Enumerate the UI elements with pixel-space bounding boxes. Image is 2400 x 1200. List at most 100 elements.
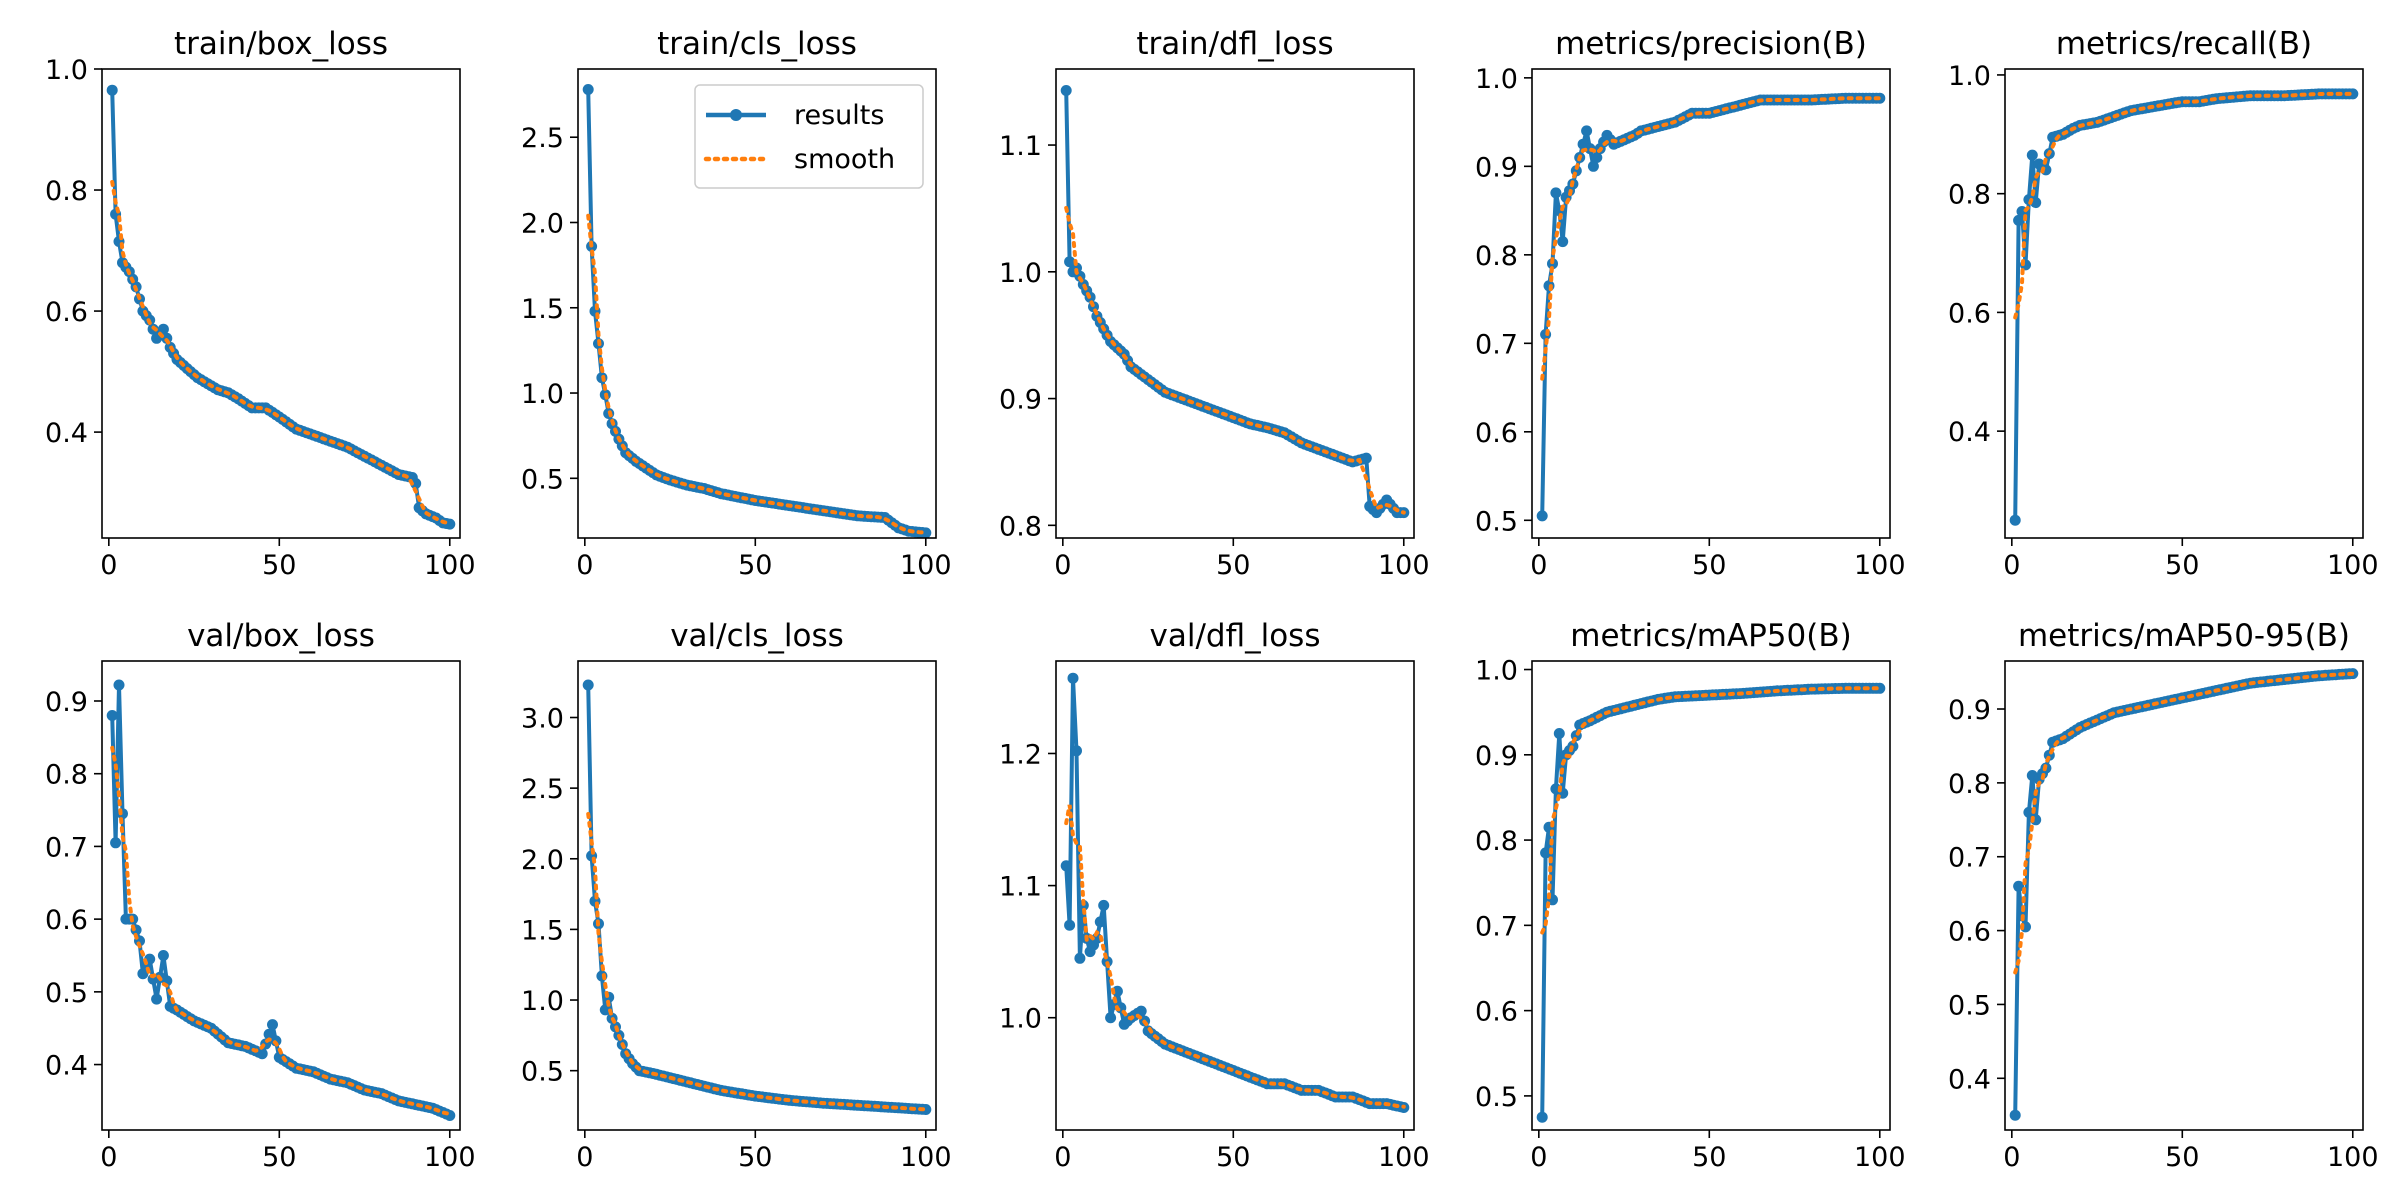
results-point — [2009, 514, 2021, 526]
y-tick-label: 1.0 — [999, 258, 1042, 289]
y-tick-label: 0.8 — [45, 760, 88, 791]
y-tick-label: 0.7 — [45, 832, 88, 863]
y-tick-label: 0.7 — [1948, 843, 1991, 874]
results-point — [1098, 899, 1110, 911]
x-tick-label: 0 — [1530, 550, 1547, 581]
results-point — [2347, 88, 2359, 100]
panel-train-box-loss: train/box_loss 0 50 100 0.4 0.6 0.8 1.0 — [45, 26, 475, 581]
y-tick-label: 2.5 — [521, 123, 564, 154]
results-point — [157, 950, 169, 961]
x-tick-label: 0 — [576, 1142, 593, 1173]
y-tick-label: 0.8 — [1475, 241, 1518, 272]
axes-frame — [577, 660, 937, 1131]
y-tick-label: 0.4 — [1948, 417, 1991, 448]
axes-frame — [1531, 68, 1891, 539]
results-point — [444, 518, 456, 530]
results-point — [110, 837, 122, 849]
results-point — [2013, 880, 2025, 892]
y-tick-label: 0.9 — [1475, 741, 1518, 772]
x-tick-label: 100 — [1854, 550, 1906, 581]
panel-metrics-map50-95-b: metrics/mAP50-95(B) 0 50 100 0.4 0.5 0.6 0.7 0.8… — [1948, 618, 2378, 1173]
results-point — [1581, 125, 1593, 137]
axes-frame — [1055, 68, 1415, 539]
results-point — [1060, 85, 1072, 96]
results-point — [1536, 1111, 1548, 1123]
x-tick-label: 50 — [1692, 550, 1726, 581]
x-tick-label: 0 — [576, 550, 593, 581]
y-tick-label: 1.0 — [1475, 656, 1518, 687]
smooth-line — [110, 745, 452, 1116]
y-tick-label: 0.8 — [45, 176, 88, 207]
panel-title: metrics/recall(B) — [2056, 26, 2312, 62]
results-point — [582, 679, 594, 691]
y-tick-label: 2.0 — [521, 845, 564, 876]
y-tick-label: 0.7 — [1475, 329, 1518, 360]
y-tick-label: 0.6 — [1948, 298, 1991, 329]
results-point — [2026, 149, 2038, 161]
results-point — [106, 710, 118, 721]
results-point — [920, 527, 932, 538]
y-tick-label: 0.8 — [999, 511, 1042, 542]
results-point — [256, 1048, 268, 1060]
y-tick-label: 0.9 — [999, 385, 1042, 416]
panel-val-cls-loss: val/cls_loss 0 50 100 0.5 1.0 1.5 2.0 2.5 3.0 — [521, 618, 951, 1173]
y-tick-label: 0.6 — [1475, 997, 1518, 1028]
y-tick-label: 0.8 — [1475, 826, 1518, 857]
y-tick-label: 0.5 — [521, 464, 564, 495]
panel-title: val/cls_loss — [670, 618, 844, 654]
axes-frame — [1531, 660, 1891, 1131]
y-tick-label: 3.0 — [521, 704, 564, 735]
results-point — [2009, 1109, 2021, 1121]
x-tick-label: 0 — [100, 550, 117, 581]
y-tick-label: 1.5 — [521, 294, 564, 325]
axes-frame — [101, 68, 461, 539]
panel-title: metrics/precision(B) — [1555, 26, 1867, 62]
panel-title: val/box_loss — [187, 618, 375, 654]
x-tick-label: 0 — [100, 1142, 117, 1173]
smooth-line — [586, 812, 928, 1112]
x-tick-label: 100 — [2327, 550, 2379, 581]
y-tick-label: 0.4 — [1948, 1064, 1991, 1095]
axes-frame — [101, 660, 461, 1131]
results-point — [2023, 806, 2035, 818]
axes-frame — [2004, 68, 2364, 539]
y-tick-label: 1.0 — [1948, 61, 1991, 92]
legend-box — [694, 84, 924, 189]
axes-frame — [577, 68, 937, 539]
x-tick-label: 50 — [738, 1142, 772, 1173]
results-point — [1874, 682, 1886, 694]
legend-results-label: results — [794, 100, 884, 131]
smooth-line — [2013, 91, 2355, 320]
smooth-line — [1064, 804, 1406, 1109]
results-point — [263, 1028, 275, 1040]
x-tick-label: 100 — [900, 550, 952, 581]
y-tick-label: 0.5 — [1475, 506, 1518, 537]
x-tick-label: 50 — [262, 550, 296, 581]
smooth-line — [1064, 206, 1406, 515]
y-tick-label: 1.1 — [999, 872, 1042, 903]
x-tick-label: 50 — [1216, 550, 1250, 581]
x-tick-label: 0 — [1054, 1142, 1071, 1173]
x-tick-label: 0 — [2003, 1142, 2020, 1173]
y-tick-label: 1.0 — [45, 55, 88, 86]
results-point — [1540, 847, 1552, 859]
x-tick-label: 50 — [738, 550, 772, 581]
x-tick-label: 100 — [1378, 550, 1430, 581]
y-tick-label: 1.1 — [999, 131, 1042, 162]
results-point — [920, 1104, 932, 1115]
panel-title: val/dfl_loss — [1150, 618, 1321, 654]
x-tick-label: 50 — [2165, 1142, 2199, 1173]
axes-frame — [1055, 660, 1415, 1131]
panel-title: train/cls_loss — [657, 26, 857, 62]
x-tick-label: 50 — [262, 1142, 296, 1173]
y-tick-label: 0.5 — [45, 978, 88, 1009]
y-tick-label: 0.4 — [45, 1051, 88, 1082]
y-tick-label: 1.0 — [521, 379, 564, 410]
y-tick-label: 0.9 — [1948, 695, 1991, 726]
x-tick-label: 50 — [1216, 1142, 1250, 1173]
results-point — [1553, 728, 1565, 739]
y-tick-label: 0.5 — [1475, 1082, 1518, 1113]
panel-train-cls-loss: train/cls_loss 0 50 100 0.5 1.0 1.5 2.0 2.5 — [521, 26, 951, 581]
y-tick-label: 0.5 — [521, 1057, 564, 1088]
results-point — [1360, 452, 1372, 464]
